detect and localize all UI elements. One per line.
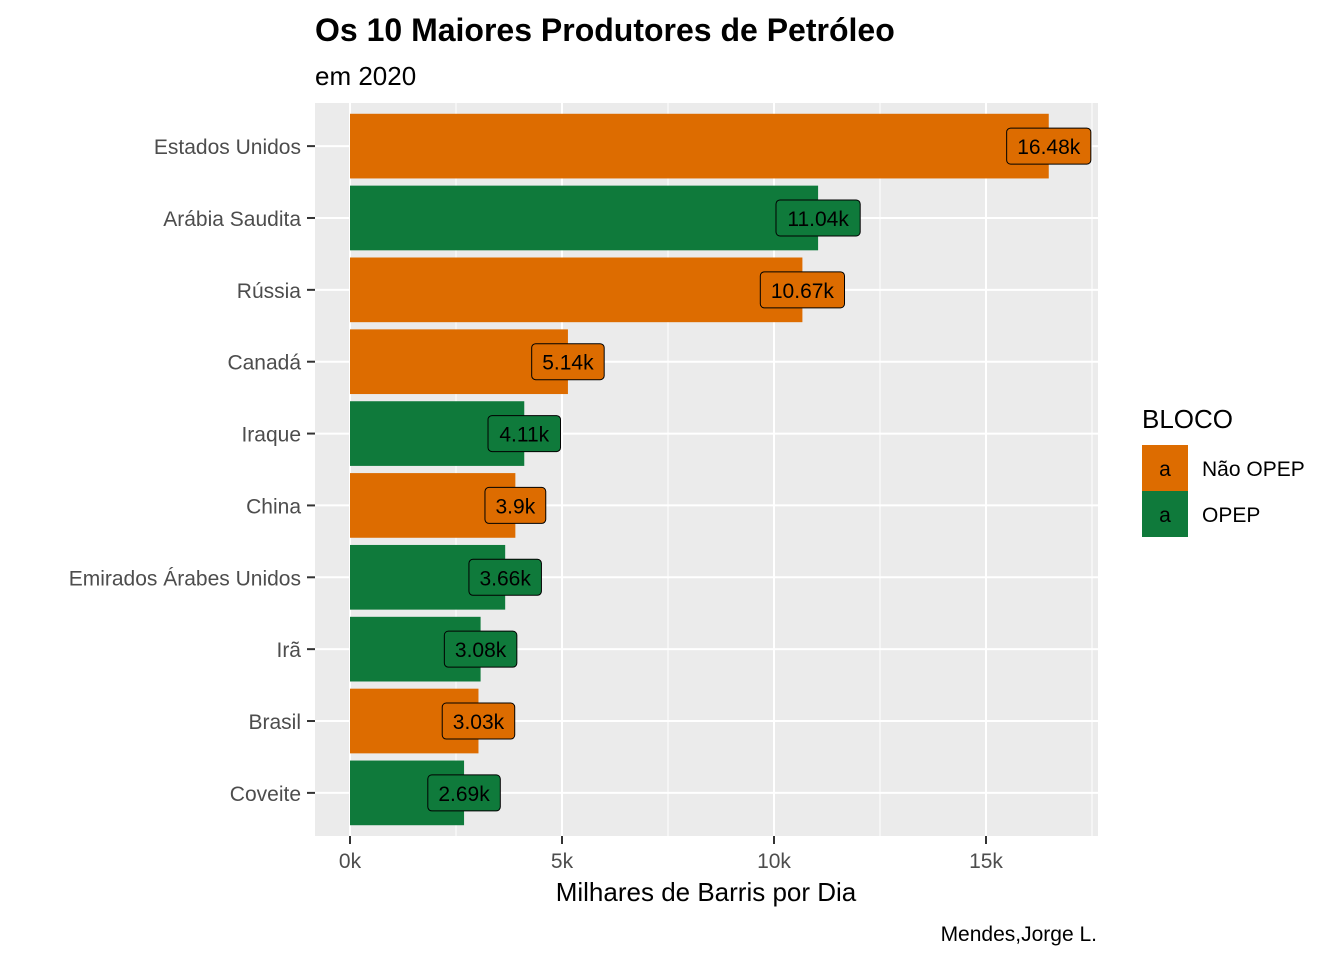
x-axis-label: Milhares de Barris por Dia bbox=[556, 877, 857, 907]
data-label-text: 2.69k bbox=[438, 783, 490, 806]
legend-label: Não OPEP bbox=[1202, 458, 1305, 481]
data-label-text: 4.11k bbox=[499, 424, 549, 447]
x-tick-label: 0k bbox=[339, 850, 362, 873]
legend-key-glyph: a bbox=[1159, 458, 1171, 481]
data-label: 10.67k bbox=[759, 271, 846, 309]
y-tick-label: Arábia Saudita bbox=[163, 208, 301, 231]
data-label-box bbox=[1006, 127, 1092, 165]
data-label-text: 3.66k bbox=[479, 567, 531, 590]
y-tick-label: Brasil bbox=[248, 711, 301, 734]
data-label-box bbox=[531, 343, 605, 381]
data-label-text: 16.48k bbox=[1017, 136, 1081, 159]
data-label-box bbox=[443, 630, 518, 668]
y-tick-label: China bbox=[246, 495, 301, 518]
legend-label: OPEP bbox=[1202, 504, 1260, 527]
data-label-text: 3.9k bbox=[496, 495, 536, 518]
x-tick-label: 10k bbox=[757, 850, 791, 873]
x-axis: 0k 5k 10k 15k bbox=[339, 836, 1003, 873]
legend-key-glyph: a bbox=[1159, 504, 1171, 527]
bars bbox=[350, 113, 1049, 826]
data-label: 3.03k bbox=[441, 702, 516, 740]
bar bbox=[350, 257, 803, 323]
data-label-box bbox=[484, 486, 547, 524]
chart-subtitle: em 2020 bbox=[315, 61, 416, 91]
data-label: 4.11k bbox=[487, 415, 562, 453]
legend-key bbox=[1142, 445, 1188, 491]
data-label: 3.66k bbox=[468, 558, 542, 596]
data-label-box bbox=[468, 558, 542, 596]
bar bbox=[350, 185, 819, 251]
y-tick-label: Iraque bbox=[241, 424, 301, 447]
y-tick-label: Irã bbox=[276, 639, 301, 662]
data-label: 11.04k bbox=[775, 199, 861, 237]
y-axis: Estados Unidos Arábia Saudita Rússia Canadá… bbox=[69, 136, 315, 806]
data-label-box bbox=[759, 271, 846, 309]
y-tick-label: Emirados Árabes Unidos bbox=[69, 567, 301, 590]
x-tick-label: 5k bbox=[551, 850, 574, 873]
data-label-text: 3.03k bbox=[453, 711, 505, 734]
data-label-box bbox=[441, 702, 516, 740]
data-label: 2.69k bbox=[427, 774, 501, 812]
y-tick-label: Coveite bbox=[230, 783, 301, 806]
data-label: 16.48k bbox=[1006, 127, 1092, 165]
data-label: 3.9k bbox=[484, 486, 547, 524]
legend-key bbox=[1142, 491, 1188, 537]
data-label-text: 5.14k bbox=[542, 352, 594, 375]
y-tick-label: Estados Unidos bbox=[154, 136, 301, 159]
legend: BLOCO a Não OPEP a OPEP bbox=[1142, 404, 1305, 537]
x-tick-label: 15k bbox=[969, 850, 1003, 873]
y-tick-label: Rússia bbox=[237, 280, 302, 303]
y-tick-label: Canadá bbox=[227, 352, 301, 375]
data-label-text: 10.67k bbox=[771, 280, 835, 303]
data-labels: 16.48k 11.04k 10.67k 5.14k 4.11k 3.9k 3.66k 3.0… bbox=[427, 127, 1092, 812]
data-label-box bbox=[775, 199, 861, 237]
legend-title: BLOCO bbox=[1142, 404, 1233, 434]
chart-title: Os 10 Maiores Produtores de Petróleo bbox=[315, 12, 895, 48]
data-label-text: 11.04k bbox=[787, 208, 849, 231]
data-label-box bbox=[427, 774, 501, 812]
data-label-box bbox=[487, 415, 562, 453]
chart-caption: Mendes,Jorge L. bbox=[941, 923, 1097, 946]
data-label: 5.14k bbox=[531, 343, 605, 381]
data-label-text: 3.08k bbox=[455, 639, 507, 662]
bar bbox=[350, 113, 1049, 179]
data-label: 3.08k bbox=[443, 630, 518, 668]
